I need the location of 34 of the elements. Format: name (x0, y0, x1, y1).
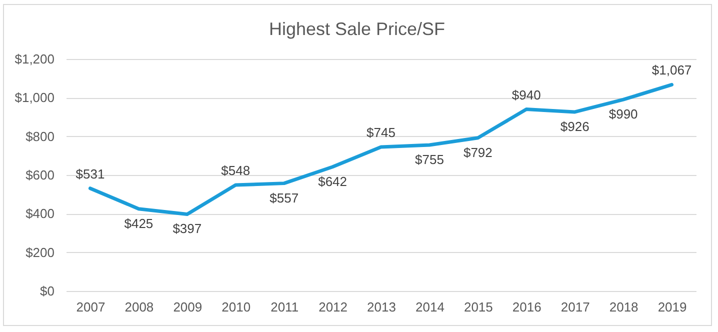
data-label: $792 (463, 144, 492, 160)
x-tick-label: 2012 (318, 300, 348, 314)
y-tick-label: $800 (26, 128, 54, 144)
x-tick-label: 2015 (464, 300, 493, 314)
data-label: $990 (608, 106, 638, 122)
x-tick-label: 2014 (416, 300, 444, 314)
x-tick-label: 2008 (124, 300, 154, 314)
data-label: $531 (76, 166, 105, 182)
x-tick-label: 2010 (222, 300, 251, 314)
chart-title: Highest Sale Price/SF (268, 19, 446, 39)
y-tick-label: $400 (26, 206, 54, 222)
data-label: $940 (512, 87, 541, 102)
x-tick-label: 2009 (173, 300, 202, 314)
x-tick-label: 2017 (560, 300, 590, 314)
data-label: $397 (172, 221, 202, 236)
x-tick-label: 2007 (76, 300, 106, 314)
x-tick-label: 2011 (270, 300, 299, 314)
data-label: $926 (560, 118, 590, 134)
x-tick-label: 2019 (658, 300, 687, 314)
x-tick-label: 2013 (367, 300, 396, 314)
y-tick-label: $1,000 (14, 90, 54, 106)
data-label: $745 (366, 124, 396, 140)
data-label: $557 (270, 190, 299, 206)
y-tick-label: $200 (26, 244, 54, 260)
y-tick-label: $0 (40, 284, 54, 298)
data-label: $642 (318, 174, 347, 189)
y-tick-label: $600 (26, 168, 54, 182)
data-label: $755 (415, 152, 444, 168)
x-tick-label: 2016 (512, 300, 542, 314)
data-label: $1,067 (652, 62, 692, 78)
x-tick-label: 2018 (609, 300, 638, 314)
data-label: $425 (124, 216, 154, 231)
data-label: $548 (221, 163, 250, 178)
y-tick-label: $1,200 (14, 52, 54, 66)
